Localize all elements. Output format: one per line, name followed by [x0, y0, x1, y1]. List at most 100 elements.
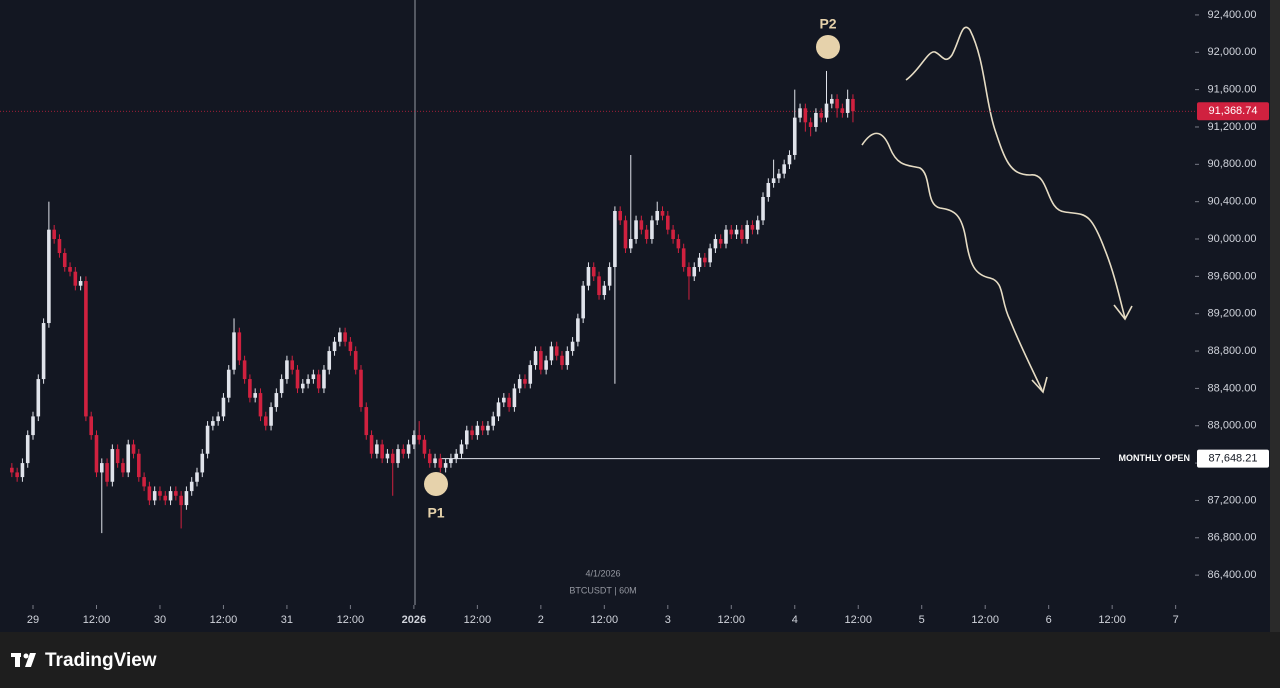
x-tick-label: 12:00	[464, 614, 492, 626]
candle-body	[718, 239, 723, 244]
candle-body	[110, 449, 115, 482]
candle-body	[761, 196, 765, 221]
candle-body	[226, 369, 231, 398]
candle-body	[650, 220, 654, 240]
candle-body	[41, 323, 46, 380]
x-tick-label: 6	[1046, 614, 1052, 626]
candle-body	[168, 491, 173, 501]
candle-body	[523, 379, 527, 384]
candle-body	[549, 346, 554, 361]
candle-body	[84, 281, 88, 417]
y-tick-label: 90,000.00	[1208, 233, 1257, 245]
candle-body	[570, 341, 575, 352]
candle-body	[586, 267, 591, 286]
candle-body	[459, 444, 464, 454]
candle-body	[755, 220, 760, 230]
y-tick-label: 91,600.00	[1208, 84, 1257, 96]
candle-body	[687, 267, 691, 277]
candle-body	[533, 351, 538, 366]
candle-body	[10, 467, 14, 473]
candle-body	[205, 425, 210, 454]
candle-body	[163, 495, 168, 501]
candle-body	[390, 453, 395, 464]
candle-body	[539, 351, 543, 370]
x-tick-label: 3	[665, 614, 671, 626]
x-tick-label: 12:00	[1098, 614, 1126, 626]
candle-body	[274, 393, 279, 408]
candle-body	[285, 360, 289, 380]
candle-body	[734, 229, 739, 235]
candle-body	[581, 285, 585, 319]
candle-body	[137, 453, 141, 478]
y-tick-label: 91,200.00	[1208, 121, 1257, 133]
y-tick-label: 88,000.00	[1208, 420, 1257, 432]
candle-body	[126, 444, 131, 473]
candle-body	[62, 253, 67, 268]
candle-body	[131, 444, 136, 454]
x-tick-label: 12:00	[337, 614, 365, 626]
candle-body	[449, 458, 453, 464]
candle-body	[607, 267, 612, 286]
candle-body	[332, 341, 337, 352]
candle-body	[364, 407, 369, 436]
candle-body	[311, 374, 316, 380]
x-tick-label: 2026	[402, 614, 426, 626]
candle-body	[496, 402, 501, 417]
candle-body	[147, 486, 152, 501]
candle-body	[819, 112, 824, 118]
candle-body	[480, 425, 485, 431]
candle-body	[348, 341, 353, 352]
candle-body	[300, 383, 305, 389]
candle-body	[290, 360, 295, 370]
monthly-open-text: MONTHLY OPEN	[1118, 453, 1190, 463]
candle-body	[237, 332, 242, 361]
x-tick-label: 12:00	[718, 614, 746, 626]
candle-body	[73, 271, 78, 286]
annotation-label: P2	[819, 16, 836, 32]
candle-body	[89, 416, 93, 436]
candle-body	[221, 397, 226, 417]
y-tick-label: 88,400.00	[1208, 382, 1257, 394]
candle-body	[655, 211, 660, 221]
candle-body	[406, 444, 411, 454]
candle-body	[99, 463, 104, 473]
y-tick-label: 86,800.00	[1208, 532, 1257, 544]
x-tick-label: 2	[538, 614, 544, 626]
candle-body	[105, 463, 109, 482]
candle-body	[454, 453, 459, 459]
candle-body	[31, 416, 35, 436]
candle-body	[78, 281, 83, 286]
candle-body	[179, 495, 183, 506]
y-tick-label: 88,800.00	[1208, 345, 1257, 357]
drawn-arrows	[861, 26, 1133, 394]
candle-body	[591, 267, 596, 277]
x-tick-label: 12:00	[971, 614, 999, 626]
candle-body	[316, 374, 321, 389]
x-tick-label: 12:00	[83, 614, 111, 626]
candle-body	[195, 472, 199, 482]
candle-body	[692, 267, 697, 277]
y-tick-label: 89,200.00	[1208, 308, 1257, 320]
footer	[0, 632, 1280, 688]
candle-body	[623, 220, 628, 249]
candle-body	[824, 103, 829, 118]
candle-body	[68, 267, 72, 272]
monthly-open-box	[1197, 449, 1269, 468]
tradingview-logo	[11, 653, 36, 667]
y-tick-label: 92,400.00	[1208, 9, 1257, 21]
x-tick-label: 5	[919, 614, 925, 626]
candle-body	[703, 257, 707, 263]
candle-body	[597, 276, 601, 296]
candle-body	[697, 257, 702, 268]
x-tick-label: 7	[1173, 614, 1179, 626]
candle-body	[57, 239, 62, 254]
candle-body	[840, 108, 845, 113]
candle-body	[613, 211, 617, 268]
watermark: 4/1/2026	[585, 568, 620, 578]
candle-body	[322, 369, 326, 389]
candle-body	[211, 421, 215, 426]
candle-body	[602, 285, 607, 296]
candle-body	[782, 164, 786, 174]
candle-body	[740, 229, 744, 240]
